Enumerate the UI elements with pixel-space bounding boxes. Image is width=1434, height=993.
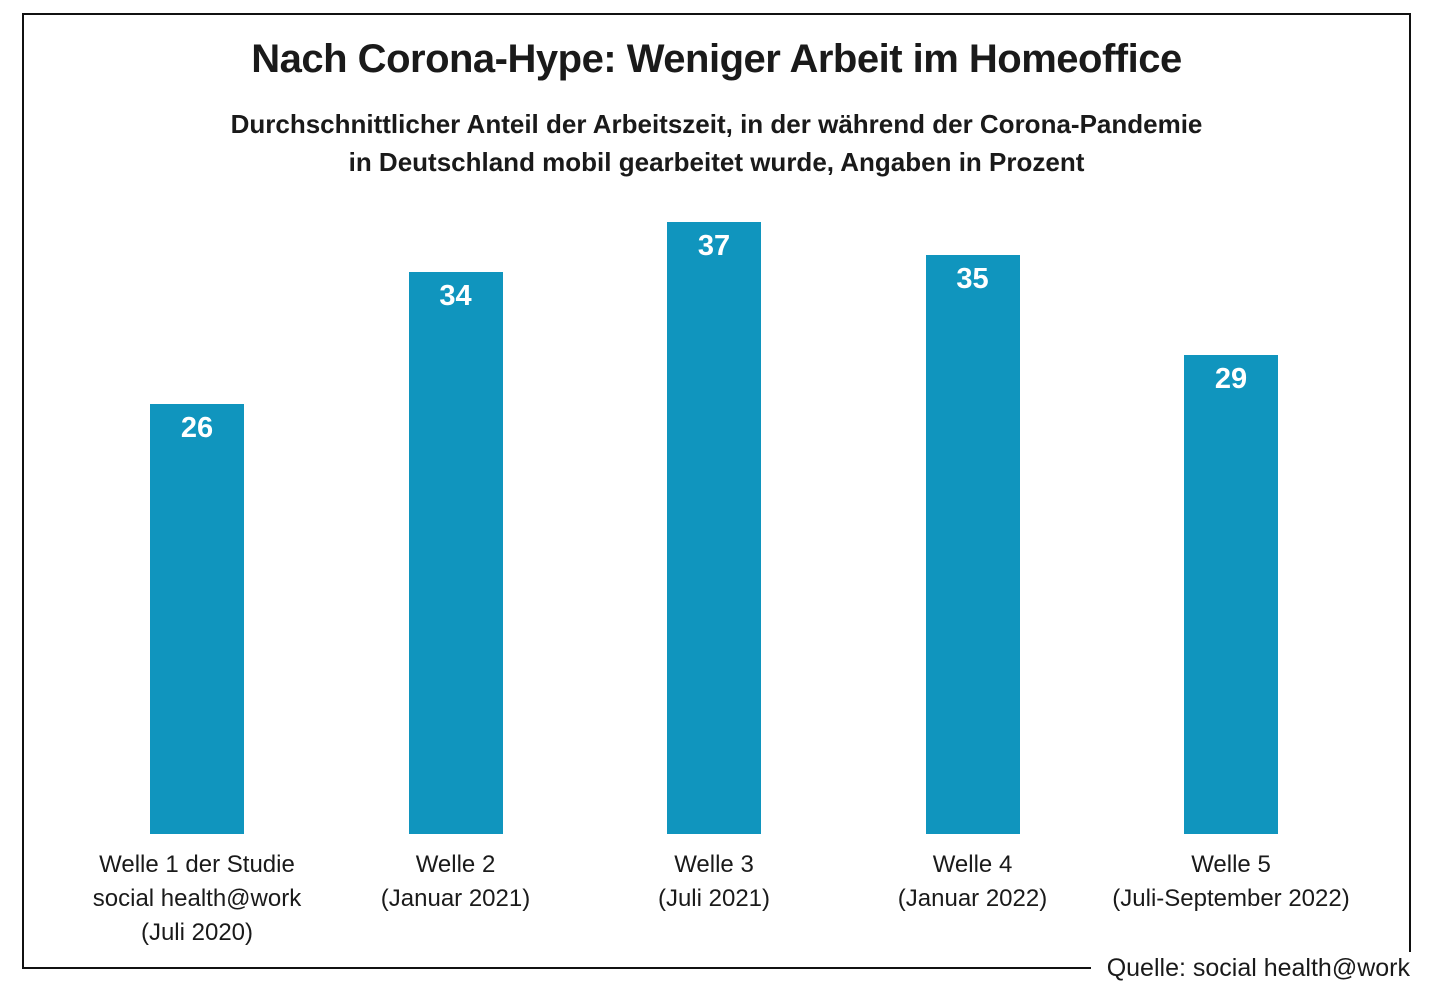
category-label: Welle 3 (Juli 2021) [564, 848, 864, 916]
source-note: Quelle: social health@work [1090, 952, 1412, 985]
category-label-line: (Juli 2021) [657, 885, 771, 912]
category-label-line: Welle 3 [674, 851, 754, 878]
bar-value-label: 26 [180, 412, 214, 444]
bar: 26 [150, 404, 244, 834]
bar-value-label: 37 [697, 230, 731, 262]
chart-subtitle-line-2: in Deutschland mobil gearbeitet wurde, A… [348, 147, 1085, 177]
bar: 37 [667, 222, 761, 834]
bar: 29 [1184, 355, 1278, 834]
chart-frame: Nach Corona-Hype: Weniger Arbeit im Home… [22, 13, 1412, 985]
category-label-line: Welle 2 [415, 851, 496, 878]
chart-title: Nach Corona-Hype: Weniger Arbeit im Home… [251, 37, 1182, 81]
bar: 35 [925, 255, 1020, 834]
bar-value-label: 35 [956, 263, 989, 295]
category-label: Welle 2 (Januar 2021) [306, 848, 606, 916]
chart-subtitle: Durchschnittlicher Anteil der Arbeitszei… [24, 105, 1409, 181]
category-label-line: (Juli-September 2022) [1112, 885, 1350, 912]
chart-subtitle-line-1: Durchschnittlicher Anteil der Arbeitszei… [230, 109, 1203, 139]
category-label-line: Welle 4 [932, 851, 1013, 878]
bar-value-label: 34 [439, 280, 472, 312]
category-label: Welle 5 (Juli-September 2022) [1081, 848, 1381, 916]
category-label: Welle 1 der Studie social health@work (Jul… [47, 848, 347, 950]
category-label-line: social health@work [92, 885, 302, 912]
bar: 34 [408, 272, 503, 834]
category-label-line: (Juli 2020) [140, 919, 254, 946]
bar-value-label: 29 [1214, 363, 1248, 395]
category-label: Welle 4 (Januar 2022) [823, 848, 1123, 916]
category-label-line: (Januar 2021) [380, 885, 531, 912]
category-label-line: (Januar 2022) [897, 885, 1048, 912]
category-label-line: Welle 1 der Studie [99, 851, 295, 878]
category-label-line: Welle 5 [1191, 851, 1271, 878]
